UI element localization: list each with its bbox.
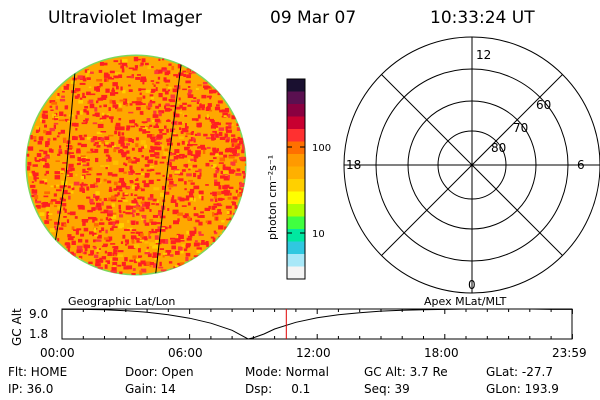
colorbar-band <box>287 129 305 142</box>
polar-diagonal-2 <box>381 74 563 256</box>
colorbar-band <box>287 91 305 105</box>
status-mode: Mode: Normal <box>245 365 329 379</box>
timeline-y-tick-min: 1.8 <box>29 327 48 341</box>
colorbar-tick-label-100: 100 <box>312 143 331 154</box>
colorbar-tick-label-10: 10 <box>312 229 325 240</box>
colorbar-band <box>287 141 305 155</box>
colorbar-band <box>287 241 305 255</box>
colorbar-band <box>287 216 305 230</box>
status-glat: GLat: -27.7 <box>486 365 553 379</box>
status-flt: Flt: HOME <box>8 365 68 379</box>
colorbar: 100 10 photon cm⁻²s⁻¹ <box>266 78 331 280</box>
status-gain: Gain: 14 <box>125 382 176 396</box>
page-title: Ultraviolet Imager <box>48 8 202 28</box>
status-ip: IP: 36.0 <box>8 382 54 396</box>
emission-pattern <box>26 56 246 275</box>
status-door: Door: Open <box>125 365 194 379</box>
polar-ring-label-60: 60 <box>536 98 551 112</box>
timeline-left-title: Geographic Lat/Lon <box>68 295 175 308</box>
timeline-x-tick-1800: 18:00 <box>424 346 459 360</box>
colorbar-label: photon cm⁻²s⁻¹ <box>266 155 279 240</box>
disk-background <box>27 56 245 274</box>
polar-label-12: 12 <box>476 48 491 62</box>
colorbar-band <box>287 104 305 117</box>
colorbar-band <box>287 204 305 217</box>
uv-image-disk <box>25 54 247 276</box>
timeline-x-tick-1200: 12:00 <box>296 346 331 360</box>
polar-label-6: 6 <box>577 158 585 172</box>
colorbar-band <box>287 254 305 267</box>
status-dsp: Dsp: 0.1 <box>245 382 311 396</box>
status-glon: GLon: 193.9 <box>486 382 559 396</box>
polar-label-18: 18 <box>346 158 361 172</box>
colorbar-band <box>287 79 305 92</box>
date-label: 09 Mar 07 <box>270 8 357 28</box>
polar-ring-label-70: 70 <box>513 121 528 135</box>
colorbar-frame <box>286 78 306 280</box>
colorbar-band <box>287 266 305 280</box>
colorbar-band <box>287 166 305 180</box>
status-seq: Seq: 39 <box>364 382 410 396</box>
polar-label-0: 0 <box>468 278 476 292</box>
colorbar-band <box>287 229 305 242</box>
timeline-y-label: GC Alt <box>10 308 24 346</box>
colorbar-band <box>287 179 305 192</box>
timeline-y-tick-max: 9.0 <box>29 307 48 321</box>
polar-ring-label-80: 80 <box>491 141 506 155</box>
status-gc-alt: GC Alt: 3.7 Re <box>364 365 448 379</box>
colorbar-band <box>287 116 305 130</box>
polar-grid <box>343 36 600 294</box>
timeline-x-tick-0000: 00:00 <box>40 346 75 360</box>
colorbar-band <box>287 154 305 167</box>
timeline-right-title: Apex MLat/MLT <box>424 295 507 308</box>
altitude-series-line <box>62 308 572 340</box>
longitude-line-right <box>154 57 183 275</box>
colorbar-gradient <box>287 79 305 280</box>
timeline-x-tick-2359: 23:59 <box>552 346 587 360</box>
timeline-x-tick-0600: 06:00 <box>168 346 203 360</box>
timeline-plot: GC Alt 9.0 1.8 Geographic Lat/Lon Apex M… <box>10 295 587 360</box>
timeline-ticks <box>61 309 573 339</box>
time-label: 10:33:24 UT <box>430 8 535 28</box>
colorbar-band <box>287 191 305 205</box>
